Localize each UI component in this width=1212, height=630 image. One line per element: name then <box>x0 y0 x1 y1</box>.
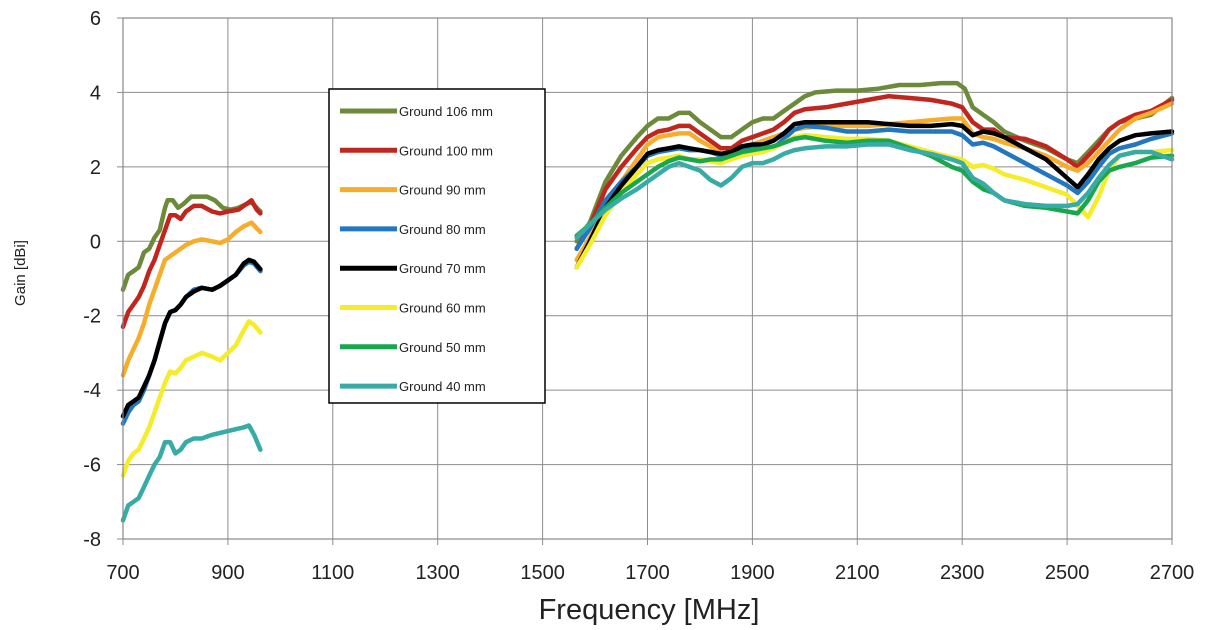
x-tick-label: 2300 <box>940 562 985 584</box>
legend-label: Ground 90 mm <box>399 183 486 198</box>
x-tick-label: 1100 <box>311 562 354 584</box>
x-tick-label: 2500 <box>1045 562 1090 584</box>
legend-item: Ground 40 mm <box>340 379 486 394</box>
legend-label: Ground 100 mm <box>399 143 493 158</box>
x-axis-title: Frequency [MHz] <box>539 594 760 626</box>
series-line-ground-70-mm <box>574 119 1175 270</box>
legend-item: Ground 106 mm <box>340 104 493 119</box>
y-tick-labels: -8 -6 -4 -2 0 2 4 6 <box>83 8 101 551</box>
legend-label: Ground 60 mm <box>399 301 486 316</box>
series-line-ground-90-mm <box>120 220 263 378</box>
series-line-ground-50-mm <box>574 134 1175 238</box>
y-tick-label: 4 <box>90 82 101 104</box>
series-line-ground-40-mm <box>574 142 1175 240</box>
legend-item: Ground 50 mm <box>340 340 486 355</box>
series-lines <box>120 80 1175 523</box>
y-tick-label: 0 <box>90 231 101 253</box>
y-axis-title: Gain [dBi] <box>12 240 29 306</box>
legend-item: Ground 70 mm <box>340 261 486 276</box>
grid <box>117 17 1173 545</box>
legend-label: Ground 70 mm <box>399 261 486 276</box>
y-tick-label: 6 <box>90 8 101 30</box>
plot-frame <box>122 17 1173 540</box>
legend-label: Ground 106 mm <box>399 104 493 119</box>
x-tick-label: 700 <box>106 562 139 584</box>
legend-label: Ground 50 mm <box>399 340 486 355</box>
legend-item: Ground 90 mm <box>340 183 486 198</box>
legend-item: Ground 80 mm <box>340 222 486 237</box>
x-tick-label: 2100 <box>835 562 880 584</box>
x-tick-labels: 700 900 1100 1300 1500 1700 1900 2100 2300 2500 27… <box>106 562 1194 584</box>
series-line-ground-90-mm <box>574 101 1175 263</box>
x-tick-label: 1300 <box>415 562 460 584</box>
x-tick-label: 1700 <box>625 562 670 584</box>
y-tick-label: -4 <box>83 380 101 402</box>
series-line-ground-100-mm <box>574 93 1175 251</box>
y-tick-label: -8 <box>83 529 101 551</box>
x-tick-label: 1500 <box>520 562 565 584</box>
legend-box <box>328 88 546 404</box>
y-tick-label: 2 <box>90 157 101 179</box>
series-line-ground-70-mm <box>120 257 263 419</box>
series-line-ground-100-mm <box>120 198 263 330</box>
legend: Ground 106 mm Ground 100 mm Ground 90 mm Gr… <box>328 88 546 404</box>
series-line-ground-40-mm <box>120 423 263 523</box>
y-tick-label: -2 <box>83 306 101 328</box>
legend-item: Ground 60 mm <box>340 301 486 316</box>
legend-label: Ground 40 mm <box>399 379 486 394</box>
legend-label: Ground 80 mm <box>399 222 486 237</box>
y-tick-label: -6 <box>83 455 101 477</box>
x-tick-label: 2700 <box>1150 562 1195 584</box>
series-line-ground-60-mm <box>120 319 263 478</box>
legend-item: Ground 100 mm <box>340 143 493 158</box>
x-tick-label: 1900 <box>730 562 775 584</box>
x-tick-label: 900 <box>211 562 244 584</box>
